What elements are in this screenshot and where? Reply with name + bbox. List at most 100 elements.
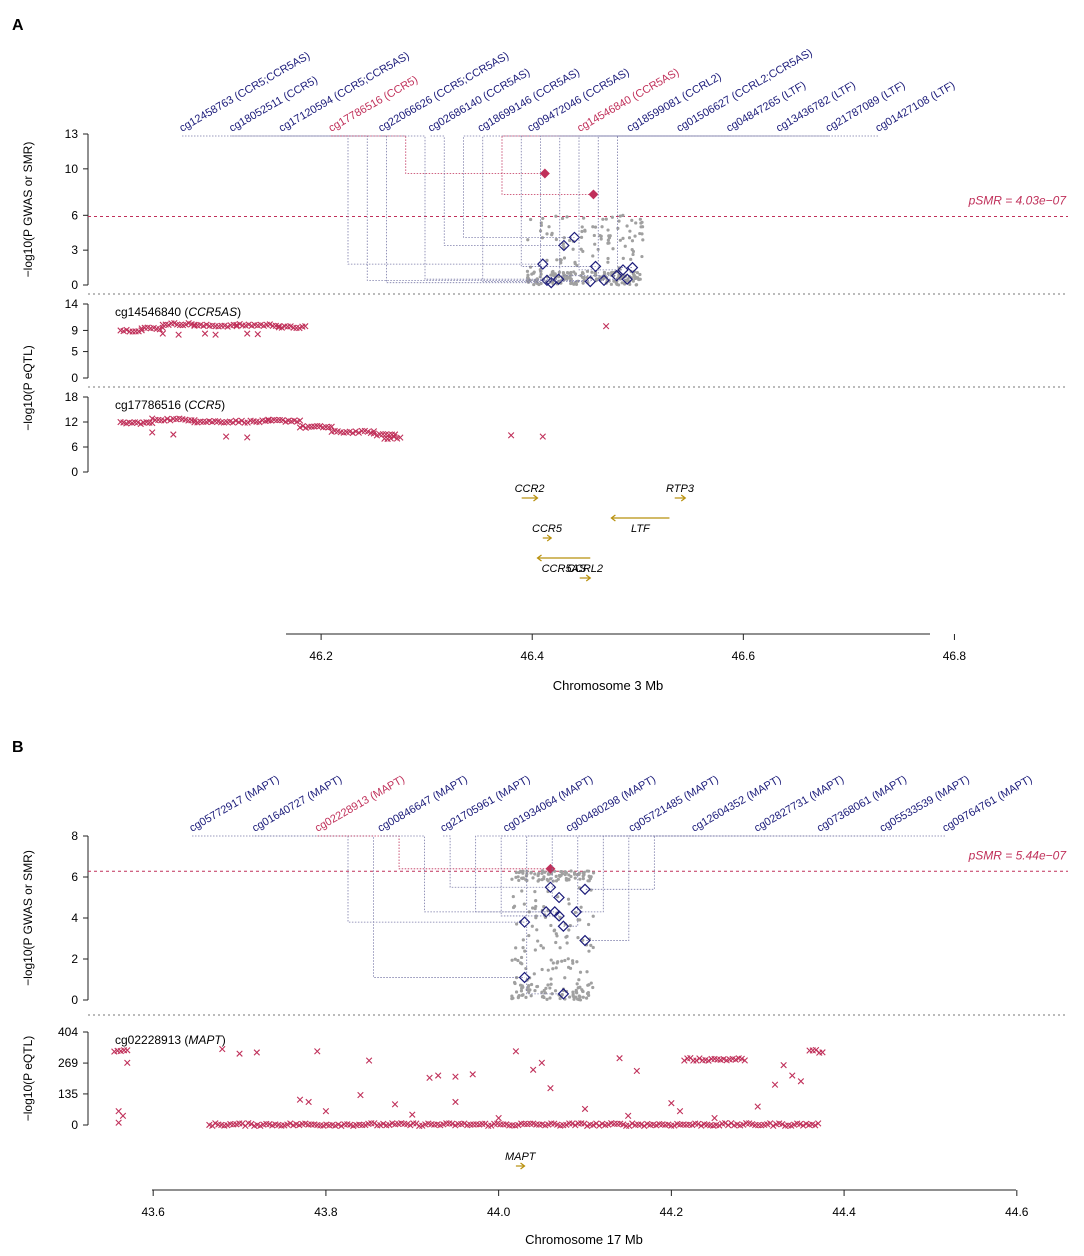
p2-eqtl-snp-extra-0-14 bbox=[452, 1073, 459, 1080]
p1-gwas-snp bbox=[581, 271, 585, 276]
p1-gwas-snp bbox=[625, 224, 629, 228]
p1-gwas-snp bbox=[635, 271, 639, 275]
p2-gwas-snp bbox=[549, 923, 553, 928]
p2-gwas-snp bbox=[541, 877, 546, 881]
p2-eqtl-snp-extra-0-11 bbox=[391, 1101, 399, 1108]
p2-gwas-snp bbox=[550, 992, 554, 996]
p2-gwas-snp bbox=[569, 869, 573, 873]
p2-gwas-snp bbox=[541, 946, 545, 950]
p2-gwas-snp bbox=[523, 949, 527, 953]
p2-gwas-snp bbox=[564, 876, 568, 881]
p2-gwas-snp bbox=[554, 874, 558, 878]
p2-x-axis-label: Chromosome 17 Mb bbox=[525, 1232, 643, 1247]
p2-xtick-label-0: 43.6 bbox=[142, 1205, 166, 1219]
p1-gene-label-2: LTF bbox=[631, 523, 651, 535]
p2-smr-probe-9 bbox=[557, 920, 570, 932]
p2-probe-connector-12 bbox=[585, 835, 945, 890]
p2-eqtl-snp-0-1 bbox=[696, 1055, 703, 1062]
p1-gwas-snp bbox=[526, 273, 530, 277]
p1-gwas-ytick-label-4: 13 bbox=[65, 127, 79, 141]
p2-gwas-snp bbox=[591, 914, 595, 918]
p2-eqtl-snp-extra-0-21 bbox=[633, 1067, 641, 1075]
p2-gwas-snp bbox=[587, 949, 591, 953]
p2-eqtl-snp-extra-0-9 bbox=[305, 1098, 312, 1106]
p1-gwas-snp bbox=[609, 282, 613, 286]
p2-gwas-snp bbox=[587, 993, 591, 997]
p2-gwas-snp bbox=[560, 872, 565, 876]
p1-gwas-snp bbox=[550, 231, 554, 236]
p1-smr-probe-5 bbox=[558, 239, 570, 252]
p1-gwas-snp bbox=[641, 238, 645, 242]
p1-smr-probe-13 bbox=[621, 273, 634, 285]
p2-gwas-snp bbox=[543, 870, 547, 874]
p2-gwas-snp bbox=[578, 877, 582, 881]
p1-gwas-snp bbox=[639, 221, 643, 225]
p2-eqtl-snp-0-0 bbox=[814, 1120, 822, 1127]
p2-eqtl-snp-extra-0-36 bbox=[754, 1103, 761, 1110]
p2-gwas-snp bbox=[527, 990, 531, 994]
p1-gwas-snp bbox=[602, 270, 607, 274]
p1-smr-probe-6 bbox=[568, 231, 581, 244]
p1-eqtl-snp-extra-1-1 bbox=[170, 431, 177, 438]
p1-gwas-snp bbox=[580, 229, 584, 234]
p2-gwas-snp bbox=[533, 948, 537, 952]
p1-eqtl-snp-1-4 bbox=[299, 422, 307, 430]
p2-gwas-snp bbox=[527, 933, 531, 938]
p2-gwas-snp bbox=[529, 982, 534, 987]
p2-eqtl-snp-0-0 bbox=[386, 1121, 393, 1129]
p2-gwas-snp bbox=[589, 981, 593, 985]
p2-gwas-snp bbox=[571, 961, 575, 965]
p2-gwas-snp bbox=[563, 958, 567, 963]
p2-gwas-snp bbox=[521, 946, 525, 950]
p1-gwas-snp bbox=[618, 238, 622, 242]
p1-gene-label-4: CCR5AS bbox=[542, 563, 587, 575]
p1-eqtl-ytick-label-0-2: 9 bbox=[71, 323, 78, 337]
p1-gwas-snp bbox=[579, 247, 583, 251]
p1-gwas-snp bbox=[604, 217, 608, 221]
p1-probe-connector-13 bbox=[597, 135, 829, 280]
p2-eqtl-snp-extra-0-30 bbox=[357, 1091, 364, 1099]
p2-gwas-snp bbox=[542, 988, 546, 993]
p1-gwas-snp bbox=[633, 234, 637, 238]
p2-probe-connector-10 bbox=[576, 835, 820, 913]
p2-gwas-snp bbox=[568, 924, 572, 928]
p2-gwas-snp bbox=[520, 889, 524, 893]
p2-eqtl-snp-0-0 bbox=[811, 1122, 819, 1129]
p1-eqtl-snp-1-3 bbox=[279, 416, 286, 424]
p2-gwas-snp bbox=[581, 995, 585, 999]
p1-eqtl-probe-label-0: cg14546840 (CCR5AS) bbox=[115, 305, 241, 319]
p1-gwas-snp bbox=[579, 235, 584, 239]
p2-gene-label-0: MAPT bbox=[505, 1151, 537, 1163]
p1-gwas-snp bbox=[582, 216, 586, 220]
p2-gwas-snp bbox=[516, 875, 520, 879]
p2-threshold-label: pSMR = 5.44e−07 bbox=[968, 848, 1068, 862]
p1-gwas-snp bbox=[591, 225, 595, 229]
p1-gwas-snp bbox=[552, 272, 556, 276]
p2-gwas-snp bbox=[516, 958, 520, 963]
p2-gwas-snp bbox=[579, 905, 583, 909]
p1-eqtl-snp-extra-0-2 bbox=[201, 330, 209, 337]
p1-gwas-snp bbox=[599, 237, 603, 241]
p1-gwas-snp bbox=[591, 254, 595, 258]
p1-gwas-snp bbox=[562, 236, 566, 240]
p2-eqtl-snp-extra-0-25 bbox=[771, 1081, 779, 1088]
p1-gwas-snp bbox=[557, 275, 561, 279]
p1-gwas-snp bbox=[600, 225, 604, 229]
p2-gwas-snp bbox=[536, 939, 540, 943]
p1-gwas-snp bbox=[612, 279, 616, 283]
p1-gwas-snp bbox=[562, 256, 567, 260]
p2-gwas-snp bbox=[587, 983, 591, 987]
p2-eqtl-ytick-label-0-0: 0 bbox=[71, 1118, 78, 1132]
p1-gene-label-0: CCR2 bbox=[515, 483, 545, 495]
p2-eqtl-snp-0-0 bbox=[725, 1122, 732, 1129]
p2-gwas-snp bbox=[521, 876, 525, 880]
p1-gene-arrow-0 bbox=[533, 494, 539, 502]
p2-xtick-label-1: 43.8 bbox=[314, 1205, 338, 1219]
p2-probe-connector-3 bbox=[380, 835, 547, 913]
p1-gwas-snp bbox=[631, 279, 635, 283]
p1-xtick-label-1: 46.4 bbox=[521, 649, 545, 663]
p2-eqtl-snp-0-0 bbox=[593, 1120, 600, 1127]
p2-gwas-snp bbox=[565, 934, 569, 938]
p1-eqtl-snp-1-3 bbox=[296, 417, 304, 424]
